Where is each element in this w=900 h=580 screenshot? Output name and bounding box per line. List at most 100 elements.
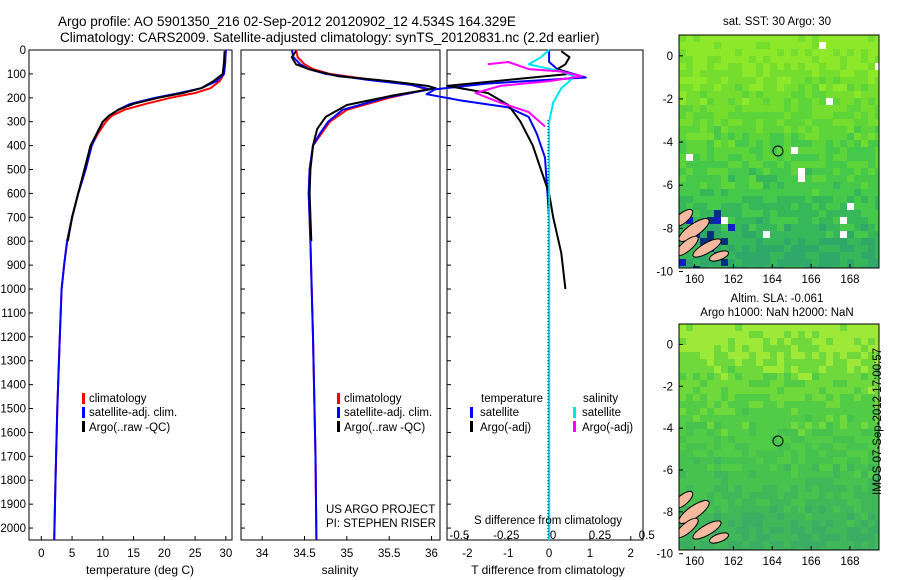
map-cell bbox=[833, 161, 841, 169]
map-cell bbox=[784, 42, 792, 50]
map-cell bbox=[854, 506, 862, 514]
map-cell bbox=[812, 154, 820, 162]
map-cell bbox=[847, 168, 855, 176]
map-cell bbox=[749, 224, 757, 232]
map-cell bbox=[721, 217, 729, 225]
map-cell bbox=[840, 429, 848, 437]
map-cell bbox=[721, 154, 729, 162]
map-cell bbox=[700, 450, 708, 458]
map-cell bbox=[826, 224, 834, 232]
map-cell bbox=[826, 196, 834, 204]
map-cell bbox=[784, 217, 792, 225]
map-cell bbox=[833, 77, 841, 85]
map-cell bbox=[679, 471, 687, 479]
map-cell bbox=[763, 527, 771, 535]
map-cell bbox=[686, 168, 694, 176]
map-cell bbox=[826, 91, 834, 99]
map-cell bbox=[791, 133, 799, 141]
map-cell bbox=[693, 499, 701, 507]
map-cell bbox=[749, 259, 757, 267]
map-cell bbox=[728, 98, 736, 106]
map-cell bbox=[728, 119, 736, 127]
map-cell bbox=[693, 119, 701, 127]
map-cell bbox=[812, 70, 820, 78]
map-cell bbox=[840, 408, 848, 416]
map-cell bbox=[693, 147, 701, 155]
map-cell bbox=[742, 338, 750, 346]
legend-label-climatology: climatology bbox=[89, 393, 147, 405]
map-cell bbox=[763, 42, 771, 50]
map-cell bbox=[770, 485, 778, 493]
map-cell bbox=[798, 126, 806, 134]
map-cell bbox=[875, 49, 879, 57]
map-cell bbox=[721, 182, 729, 190]
map-cell bbox=[798, 210, 806, 218]
map-cell bbox=[721, 352, 729, 360]
map-cell bbox=[693, 541, 701, 549]
map-cell bbox=[777, 196, 785, 204]
map-cell bbox=[805, 408, 813, 416]
map-cell bbox=[791, 126, 799, 134]
map-cell bbox=[840, 49, 848, 57]
map-cell bbox=[693, 182, 701, 190]
map-cell bbox=[868, 168, 876, 176]
map-cell bbox=[714, 35, 722, 43]
map-cell bbox=[707, 422, 715, 430]
x-tick-label: 0 bbox=[38, 548, 44, 560]
map-cell bbox=[728, 189, 736, 197]
map-cell bbox=[854, 224, 862, 232]
map-cell bbox=[826, 49, 834, 57]
map-cell bbox=[840, 217, 848, 225]
map-cell bbox=[763, 387, 771, 395]
map-cell bbox=[840, 457, 848, 465]
map-cell bbox=[875, 126, 879, 134]
map-cell bbox=[770, 324, 778, 332]
map-cell bbox=[812, 478, 820, 486]
map-cell bbox=[714, 105, 722, 113]
map-cell bbox=[833, 359, 841, 367]
map-cell bbox=[728, 380, 736, 388]
map-cell bbox=[756, 527, 764, 535]
map-cell bbox=[735, 527, 743, 535]
map-cell bbox=[847, 224, 855, 232]
map-cell bbox=[735, 506, 743, 514]
map-cell bbox=[756, 266, 764, 268]
map-cell bbox=[777, 373, 785, 381]
map-cell bbox=[735, 105, 743, 113]
map-cell bbox=[756, 506, 764, 514]
map-cell bbox=[756, 373, 764, 381]
map-cell bbox=[826, 408, 834, 416]
map-cell bbox=[833, 119, 841, 127]
map-cell bbox=[805, 492, 813, 500]
map-cell bbox=[693, 436, 701, 444]
map-cell bbox=[812, 408, 820, 416]
map-cell bbox=[679, 147, 687, 155]
map-cell bbox=[770, 471, 778, 479]
map-cell bbox=[805, 168, 813, 176]
map-cell bbox=[791, 70, 799, 78]
map-cell bbox=[812, 443, 820, 451]
map-cell bbox=[868, 238, 876, 246]
map-cell bbox=[700, 436, 708, 444]
map-cell bbox=[875, 422, 879, 430]
map-cell bbox=[756, 252, 764, 260]
map-cell bbox=[840, 401, 848, 409]
map-cell bbox=[728, 345, 736, 353]
map-cell bbox=[840, 492, 848, 500]
map-cell bbox=[791, 147, 799, 155]
map-cell bbox=[819, 189, 827, 197]
map-cell bbox=[826, 70, 834, 78]
map-cell bbox=[805, 182, 813, 190]
map-cell bbox=[735, 408, 743, 416]
map-cell bbox=[721, 520, 729, 528]
map-cell bbox=[784, 394, 792, 402]
map-cell bbox=[679, 168, 687, 176]
map-cell bbox=[728, 401, 736, 409]
map-cell bbox=[756, 520, 764, 528]
map-cell bbox=[812, 49, 820, 57]
map-cell bbox=[868, 450, 876, 458]
map-cell bbox=[707, 436, 715, 444]
map-cell bbox=[805, 366, 813, 374]
map-cell bbox=[693, 366, 701, 374]
map-cell bbox=[847, 436, 855, 444]
